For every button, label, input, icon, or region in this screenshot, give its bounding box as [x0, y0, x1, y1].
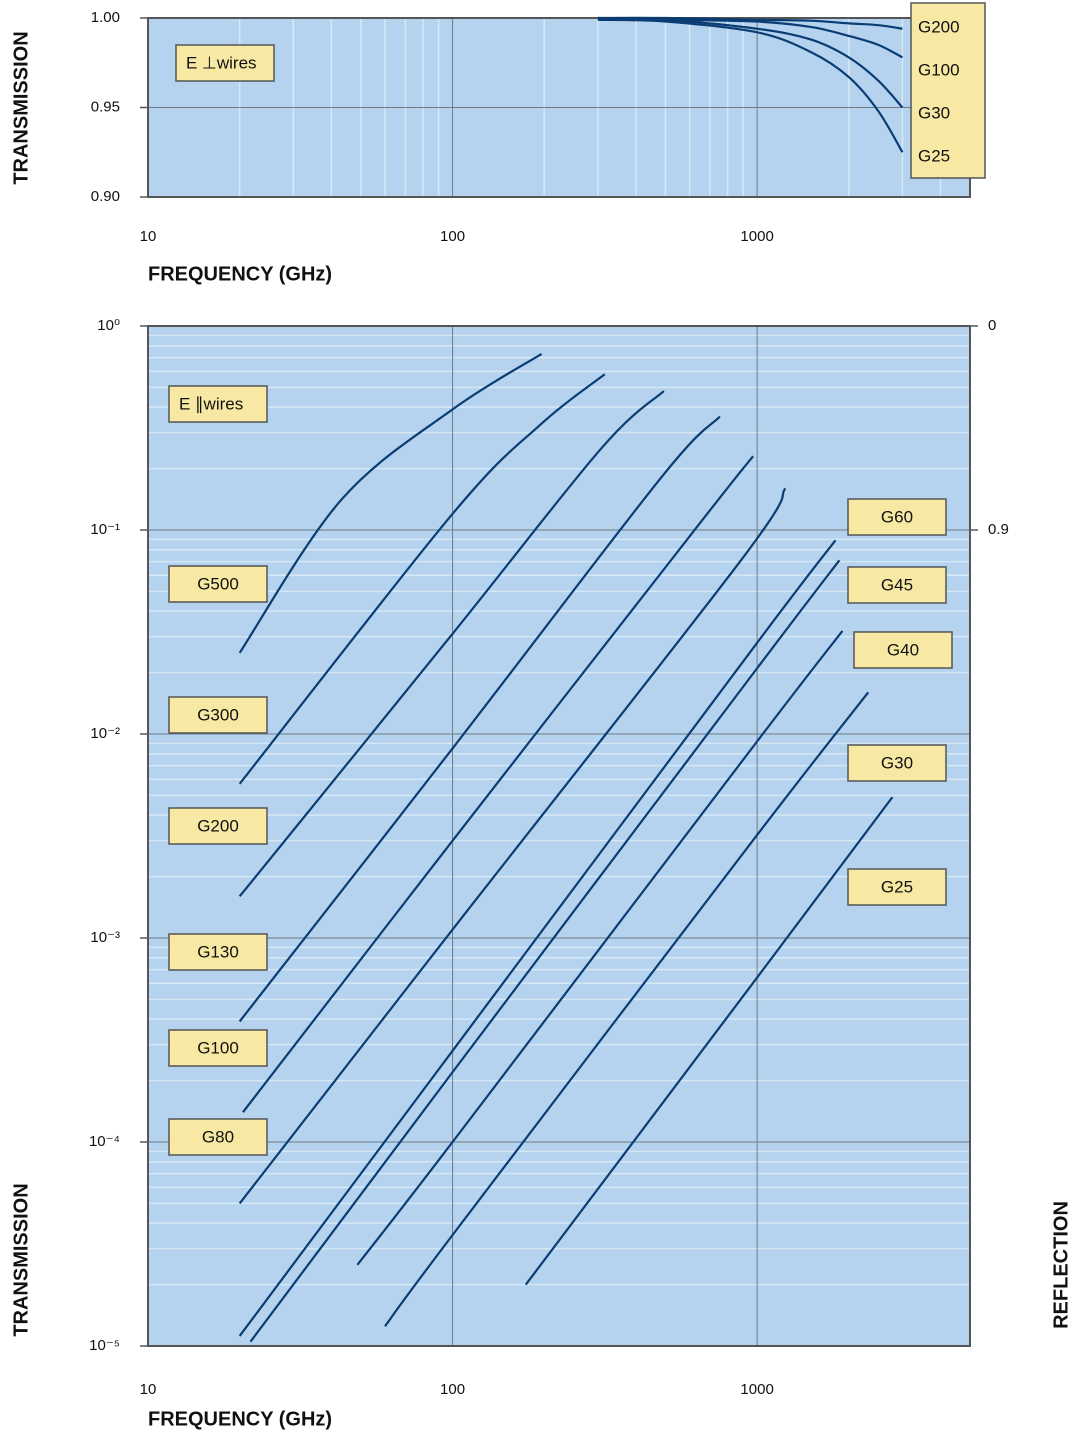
- curve-label: G60: [881, 507, 913, 526]
- curve-label-box: [847, 868, 947, 906]
- curve-label-box: [847, 744, 947, 782]
- x-tick-label: 1000: [740, 1381, 773, 1398]
- curve: [249, 559, 841, 1343]
- curve-label: G130: [197, 942, 239, 961]
- x-tick-label: 100: [440, 228, 465, 245]
- curve-label-box: [168, 1029, 268, 1067]
- curve: [597, 17, 904, 109]
- curve-label-box: [168, 807, 268, 845]
- curve: [356, 630, 844, 1266]
- curve: [597, 16, 903, 30]
- y-tick-label: 10⁰: [97, 317, 120, 334]
- y-axis-label: TRANSMISSION: [10, 31, 32, 184]
- y-axis-label: TRANSMISSION: [10, 1183, 32, 1336]
- curve-label-box: [853, 631, 953, 669]
- curve-label: G200: [197, 816, 239, 835]
- curve: [384, 691, 870, 1327]
- y-tick-label: 1.00: [91, 9, 120, 26]
- legend-label: G200: [918, 17, 960, 36]
- x-tick-label: 1000: [740, 228, 773, 245]
- curve-label: G100: [197, 1038, 239, 1057]
- legend-box: [910, 2, 986, 179]
- curve-label: G80: [202, 1127, 234, 1146]
- curve: [238, 373, 606, 785]
- curve-label-box: [847, 498, 947, 536]
- curve-label: G45: [881, 575, 913, 594]
- y-tick-label: 10⁻⁴: [89, 1133, 120, 1150]
- plot-area: [148, 326, 970, 1346]
- curve: [238, 415, 721, 1023]
- curve-label: G300: [197, 705, 239, 724]
- y-tick-label: 10⁻¹: [90, 521, 120, 538]
- y2-tick-label: 0: [988, 317, 996, 334]
- x-axis-label: FREQUENCY (GHz): [148, 263, 332, 285]
- annotation: E ⊥wires: [186, 53, 257, 72]
- curve: [524, 796, 894, 1286]
- plot-border: [147, 325, 971, 1347]
- legend-label: G30: [918, 103, 950, 122]
- curve-label: G40: [887, 640, 919, 659]
- annotation-box: [168, 385, 268, 423]
- curve-label: G30: [881, 753, 913, 772]
- x-tick-label: 10: [140, 228, 157, 245]
- curve: [597, 18, 904, 153]
- annotation: E ∥wires: [179, 394, 243, 413]
- curve: [238, 352, 543, 654]
- curve-label-box: [168, 933, 268, 971]
- legend-label: G100: [918, 60, 960, 79]
- x-tick-label: 100: [440, 1381, 465, 1398]
- curve-label-box: [168, 565, 268, 603]
- curve: [238, 390, 665, 898]
- curve: [238, 487, 787, 1205]
- curve: [242, 455, 754, 1113]
- x-axis-label: FREQUENCY (GHz): [148, 1408, 332, 1430]
- curve-label-box: [168, 1118, 268, 1156]
- curve: [238, 539, 837, 1337]
- y2-tick-label: 0.9: [988, 521, 1009, 538]
- y-tick-label: 10⁻⁵: [89, 1337, 120, 1354]
- curve-label: G25: [881, 877, 913, 896]
- y-tick-label: 0.95: [91, 98, 120, 115]
- y-tick-label: 0.90: [91, 188, 120, 205]
- y2-axis-label: REFLECTION: [1050, 1201, 1072, 1329]
- x-tick-label: 10: [140, 1381, 157, 1398]
- curve-label-box: [168, 696, 268, 734]
- y-tick-label: 10⁻²: [90, 725, 120, 742]
- curve-label: G500: [197, 574, 239, 593]
- annotation-box: [175, 44, 275, 82]
- y-tick-label: 10⁻³: [90, 929, 120, 946]
- curve-label-box: [847, 566, 947, 604]
- legend-label: G25: [918, 146, 950, 165]
